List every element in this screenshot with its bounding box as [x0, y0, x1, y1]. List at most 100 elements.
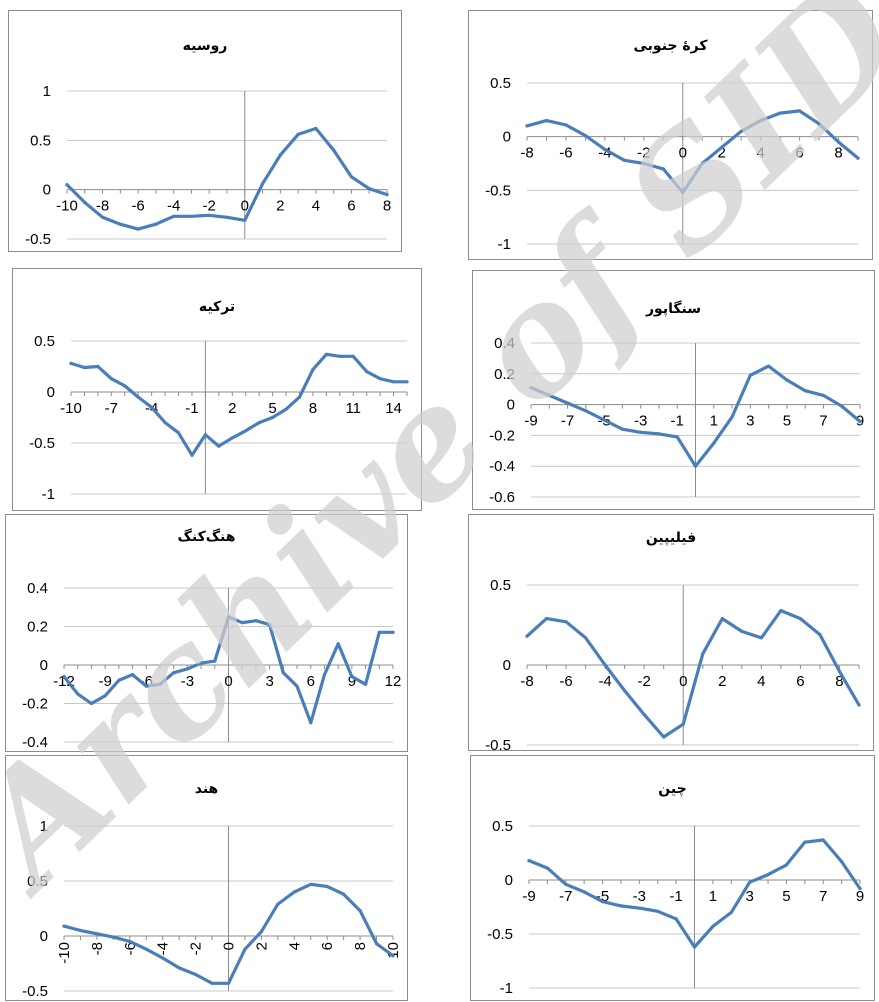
- x-tick-label: -1: [185, 400, 198, 417]
- y-tick-label: 0.2: [494, 366, 515, 383]
- x-tick-label: -8: [96, 198, 109, 215]
- line-chart-svg: 0.50-0.5-1-9 -7 -5 -3 -1 1 3 5 7 9: [487, 818, 864, 997]
- data-point: [172, 671, 176, 675]
- data-point: [78, 928, 83, 933]
- data-point: [836, 140, 841, 144]
- data-point: [740, 629, 744, 633]
- y-tick-label: 0.5: [30, 132, 51, 149]
- data-point: [314, 126, 318, 131]
- data-point: [375, 942, 379, 946]
- y-tick-label: 0.5: [34, 333, 55, 350]
- data-point: [364, 682, 368, 686]
- chart-title: روسیه: [182, 38, 228, 54]
- x-tick-label: -8: [89, 942, 106, 955]
- y-tick-label: -0.6: [489, 489, 515, 506]
- data-point: [240, 621, 244, 625]
- y-tick-label: 0: [503, 129, 511, 146]
- chart-panel-hong-kong: هنگ‌کنگ 0.4 0.2 0 -0.2 -0.4 -12 -9 -6 -3 0 3 6 9 12: [5, 514, 408, 752]
- data-point: [385, 193, 389, 197]
- data-point: [144, 947, 148, 951]
- data-point: [367, 187, 371, 191]
- data-point: [817, 122, 821, 126]
- data-point: [837, 669, 842, 673]
- data-point: [161, 956, 165, 960]
- data-point: [309, 882, 313, 886]
- data-point: [190, 453, 194, 457]
- data-point: [89, 701, 93, 706]
- data-point: [130, 673, 135, 677]
- y-tick-label: 0: [40, 928, 48, 945]
- data-point: [158, 682, 162, 686]
- data-point: [730, 415, 734, 419]
- data-point: [759, 636, 763, 640]
- x-tick-label: -2: [638, 673, 651, 690]
- data-point: [391, 630, 395, 634]
- x-tick-label: 7: [819, 888, 827, 905]
- data-point: [681, 190, 685, 195]
- data-point: [767, 364, 771, 368]
- x-tick-label: -7: [105, 400, 118, 417]
- data-point: [766, 873, 770, 877]
- y-tick-label: -0.5: [485, 737, 511, 752]
- x-tick-label: 7: [819, 413, 827, 430]
- y-tick-label: -0.5: [485, 182, 511, 199]
- data-point: [217, 444, 221, 448]
- data-point: [351, 354, 355, 358]
- x-tick-label: 8: [835, 673, 843, 690]
- x-tick-label: 2: [718, 145, 726, 162]
- y-tick-label: 0: [43, 182, 51, 199]
- data-point: [295, 684, 299, 688]
- y-tick-label: 0: [47, 384, 55, 401]
- data-point: [544, 617, 549, 621]
- series-line: [65, 126, 389, 231]
- data-point: [210, 981, 214, 985]
- data-point: [821, 393, 825, 397]
- x-tick-label: 4: [286, 942, 303, 950]
- data-point: [244, 429, 248, 433]
- data-point: [748, 373, 752, 377]
- x-tick-label: 4: [757, 673, 765, 690]
- data-point: [349, 175, 353, 179]
- data-point: [292, 890, 296, 894]
- x-tick-label: -2: [188, 942, 205, 955]
- data-point: [144, 684, 148, 688]
- x-tick-label: 8: [383, 198, 391, 215]
- data-point: [309, 721, 313, 725]
- data-point: [661, 167, 665, 171]
- data-point: [185, 667, 189, 671]
- y-tick-label: 0.5: [490, 577, 511, 594]
- x-tick-label: 2: [253, 942, 270, 950]
- x-tick-label: 8: [309, 400, 317, 417]
- chart-panel-singapore: سنگاپور 0.40.20-0.2-0.4-0.6-9-7-5-3-1135…: [472, 270, 875, 510]
- data-point: [547, 393, 551, 397]
- x-tick-label: 5: [782, 888, 790, 905]
- x-tick-label: 1: [709, 888, 717, 905]
- x-tick-label: 8: [352, 942, 369, 950]
- data-point: [271, 415, 275, 420]
- data-point: [150, 405, 154, 409]
- y-tick-label: 0: [505, 872, 513, 889]
- data-point: [128, 939, 132, 944]
- data-point: [785, 378, 789, 382]
- chart-panel-india: هند 1 0.5 0 -0.5 -10 -8 -6 -4 -2 0 2 4 6 8 10: [5, 755, 408, 1001]
- data-point: [342, 892, 346, 896]
- data-point: [281, 671, 285, 675]
- data-point: [378, 377, 382, 381]
- data-point: [243, 947, 247, 951]
- data-point: [584, 636, 588, 640]
- y-tick-label: -0.5: [22, 983, 48, 1000]
- data-point: [338, 354, 342, 358]
- data-point: [311, 368, 315, 372]
- x-tick-label: 6: [347, 198, 355, 215]
- x-tick-label: -10: [56, 942, 73, 964]
- x-tick-label: -10: [60, 400, 82, 417]
- y-tick-label: 0: [507, 397, 515, 414]
- x-tick-label: 0: [679, 673, 687, 690]
- data-point: [118, 222, 122, 226]
- data-point: [564, 882, 568, 886]
- data-point: [527, 859, 531, 863]
- data-point: [136, 395, 140, 399]
- y-tick-label: 1: [40, 818, 48, 835]
- data-point: [268, 623, 272, 627]
- data-point: [798, 109, 802, 113]
